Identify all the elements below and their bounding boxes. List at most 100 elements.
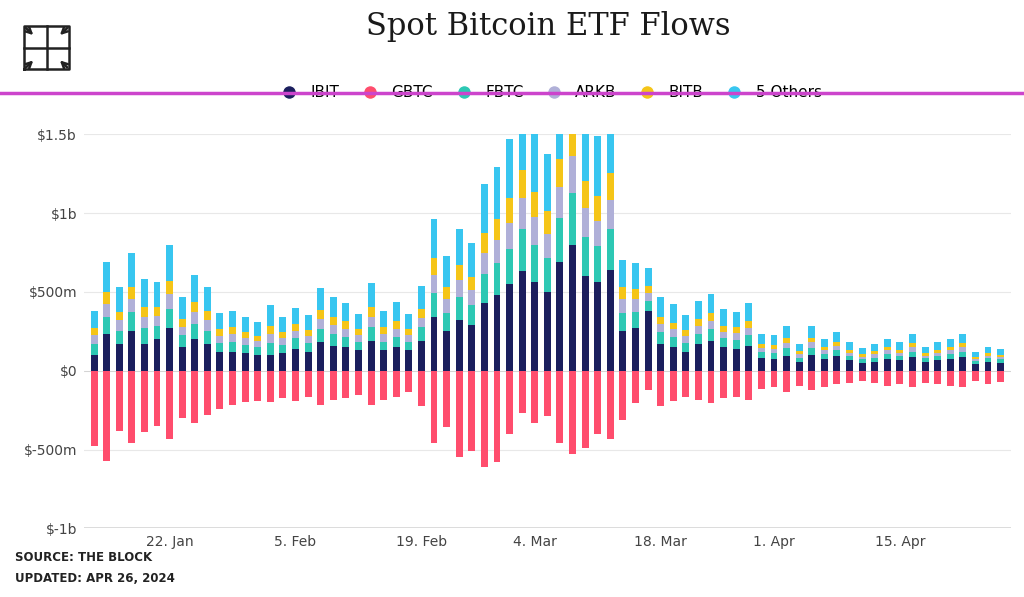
Bar — [884, 338, 891, 347]
Bar — [620, 260, 627, 287]
Bar — [456, 265, 463, 281]
Bar — [368, 327, 375, 341]
Bar — [922, 356, 929, 358]
Bar — [456, 229, 463, 265]
Bar — [355, 371, 361, 395]
Bar — [481, 184, 487, 233]
Bar — [708, 313, 715, 321]
Bar — [317, 319, 325, 329]
Bar — [90, 336, 97, 344]
Bar — [620, 331, 627, 371]
Bar — [154, 316, 161, 326]
Bar — [594, 136, 601, 196]
Bar — [418, 371, 425, 406]
Bar — [506, 223, 513, 248]
Bar — [506, 284, 513, 371]
Bar — [494, 167, 501, 219]
Bar — [418, 286, 425, 309]
Bar — [997, 357, 1005, 359]
Bar — [166, 371, 173, 439]
Bar — [229, 371, 236, 405]
Bar — [406, 314, 413, 329]
Bar — [443, 287, 451, 299]
Bar — [947, 347, 953, 350]
Bar — [745, 303, 753, 321]
Bar — [519, 170, 525, 198]
Bar — [556, 89, 563, 159]
Text: Spot Bitcoin ETF Flows: Spot Bitcoin ETF Flows — [366, 11, 730, 42]
Bar — [393, 301, 399, 321]
Bar — [154, 282, 161, 307]
Bar — [393, 347, 399, 371]
Bar — [128, 299, 135, 312]
Bar — [556, 262, 563, 371]
Bar — [342, 371, 349, 398]
Bar — [342, 347, 349, 371]
Bar — [896, 356, 903, 361]
Bar — [934, 350, 941, 353]
Bar — [393, 321, 399, 329]
Bar — [216, 313, 223, 330]
Bar — [292, 371, 299, 401]
Bar — [355, 335, 361, 341]
Bar — [116, 371, 123, 430]
Bar — [506, 248, 513, 284]
Bar — [430, 371, 437, 443]
Bar — [456, 321, 463, 371]
Bar — [884, 359, 891, 371]
Bar — [934, 342, 941, 350]
Bar — [128, 312, 135, 331]
Bar — [657, 371, 665, 406]
Bar — [682, 352, 689, 371]
Bar — [808, 325, 815, 338]
Bar — [695, 334, 701, 344]
Bar — [984, 353, 991, 356]
Bar — [896, 350, 903, 353]
Bar — [556, 159, 563, 187]
Bar — [494, 263, 501, 295]
Bar — [191, 371, 199, 423]
Bar — [758, 344, 765, 347]
Bar — [607, 270, 613, 371]
Bar — [846, 350, 853, 353]
Bar — [166, 294, 173, 309]
Bar — [494, 371, 501, 462]
Bar — [720, 325, 727, 332]
Bar — [506, 139, 513, 198]
Bar — [406, 350, 413, 371]
Bar — [90, 344, 97, 355]
Bar — [632, 371, 639, 403]
Bar — [304, 343, 311, 352]
Bar — [204, 321, 211, 331]
Bar — [443, 371, 451, 427]
Bar — [620, 313, 627, 331]
Bar — [90, 371, 97, 447]
Bar — [733, 327, 739, 333]
Bar — [556, 187, 563, 218]
Bar — [380, 341, 387, 350]
Bar — [443, 257, 451, 287]
Bar — [620, 371, 627, 420]
Bar — [821, 338, 827, 347]
Bar — [569, 245, 575, 371]
Bar — [506, 198, 513, 223]
Bar — [242, 344, 249, 353]
Bar — [179, 297, 185, 319]
Bar — [317, 371, 325, 405]
Bar — [456, 371, 463, 457]
Bar — [406, 329, 413, 335]
Bar — [342, 321, 349, 329]
Bar — [947, 354, 953, 359]
Bar — [582, 116, 589, 181]
Bar — [670, 304, 677, 322]
Bar — [330, 371, 337, 400]
Bar — [304, 371, 311, 397]
Bar — [229, 327, 236, 334]
Bar — [934, 371, 941, 384]
Bar — [531, 282, 539, 371]
Bar — [607, 173, 613, 200]
Bar — [254, 355, 261, 371]
Bar — [972, 359, 979, 361]
Bar — [708, 321, 715, 329]
Bar — [758, 334, 765, 344]
